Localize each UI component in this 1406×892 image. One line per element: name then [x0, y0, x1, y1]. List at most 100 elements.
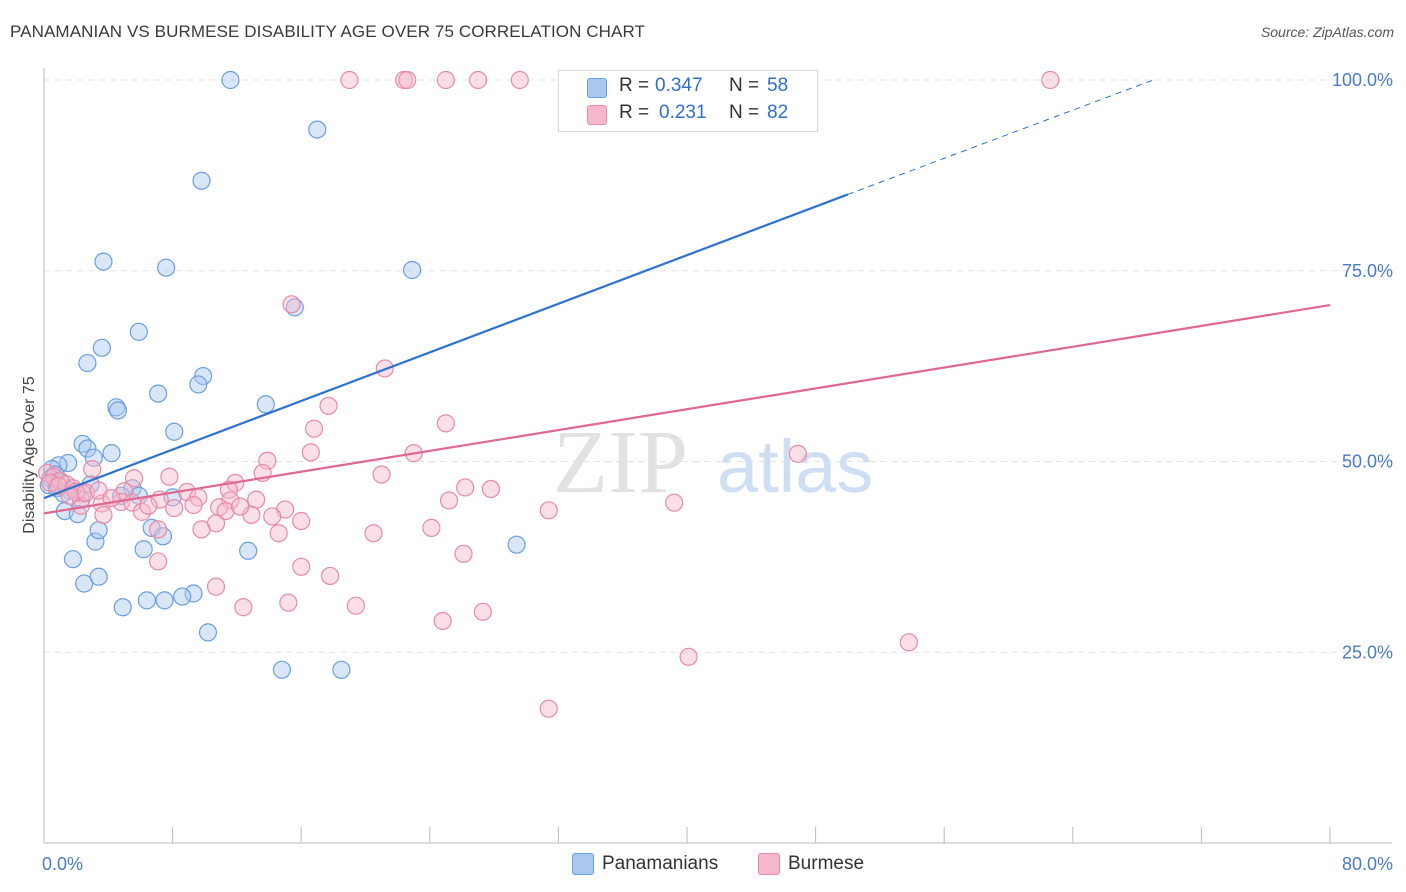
data-point — [108, 401, 128, 420]
data-point — [439, 491, 459, 510]
y-tick-label: 25.0% — [1342, 642, 1393, 662]
legend-n-value: 82 — [767, 102, 789, 123]
data-point — [456, 478, 475, 497]
source-label: Source: ZipAtlas.com — [1260, 24, 1394, 40]
data-point — [321, 566, 340, 586]
data-point — [155, 591, 174, 610]
data-point — [137, 591, 156, 610]
trend-line-panamanians-extension — [847, 79, 1154, 195]
data-point — [102, 444, 121, 463]
legend-label-burmese: Burmese — [788, 853, 865, 874]
data-point — [94, 252, 113, 271]
data-point — [481, 479, 500, 499]
tick-labels: 25.0% 50.0% 75.0% 100.0% 0.0% 80.0% — [42, 70, 1393, 874]
legend-item-panamanians[interactable]: Panamanians — [572, 852, 742, 876]
data-point — [332, 660, 351, 679]
legend-n-value: 58 — [767, 75, 789, 96]
data-point — [173, 587, 192, 606]
legend-item-burmese[interactable]: Burmese — [758, 852, 888, 876]
data-point — [198, 623, 218, 642]
data-point — [157, 258, 176, 277]
series-burmese-points — [38, 70, 1060, 718]
data-point — [301, 443, 320, 462]
data-point — [282, 295, 301, 314]
trend-line-burmese — [43, 303, 1331, 515]
data-point — [165, 498, 184, 518]
data-point — [94, 505, 113, 525]
legend-label-panamanians: Panamanians — [602, 853, 719, 874]
data-point — [78, 439, 97, 458]
legend-stats-row-burmese: R = 0.231 N = 82 — [559, 101, 817, 127]
data-point — [364, 524, 383, 543]
trend-line-panamanians — [43, 193, 849, 500]
data-point — [192, 171, 211, 190]
data-point — [269, 524, 288, 543]
watermark-zip: ZIP — [553, 413, 688, 512]
y-tick-label: 100.0% — [1332, 70, 1393, 90]
data-point — [473, 602, 492, 621]
data-point — [468, 70, 488, 90]
data-point — [292, 557, 311, 576]
data-point — [346, 596, 365, 615]
watermark-atlas: atlas — [717, 425, 873, 508]
data-point — [398, 70, 417, 90]
panamanians-swatch-icon — [587, 78, 607, 98]
data-point — [239, 541, 258, 560]
data-point — [899, 633, 918, 652]
data-point — [436, 414, 455, 433]
data-point — [149, 520, 168, 539]
data-point — [372, 465, 391, 484]
burmese-swatch-icon — [587, 105, 607, 125]
data-point — [63, 550, 83, 569]
data-point — [221, 491, 240, 510]
data-point — [234, 598, 253, 617]
data-point — [454, 544, 473, 563]
x-tick-label: 80.0% — [1342, 854, 1393, 874]
data-point — [184, 584, 203, 603]
data-point — [665, 493, 684, 512]
data-point — [788, 444, 808, 463]
data-point — [165, 422, 184, 441]
data-point — [422, 518, 441, 537]
y-tick-label: 75.0% — [1342, 261, 1393, 281]
x-tick-label: 0.0% — [42, 854, 83, 874]
data-point — [149, 552, 168, 571]
data-point — [89, 521, 108, 540]
data-point — [216, 501, 235, 521]
data-point — [319, 396, 338, 415]
data-point — [84, 448, 103, 467]
data-point — [436, 70, 455, 90]
y-axis-label: Disability Age Over 75 — [21, 376, 38, 534]
burmese-legend-icon — [758, 853, 780, 875]
data-point — [403, 260, 422, 280]
legend-r-label: R = — [619, 75, 650, 96]
data-point — [221, 70, 240, 90]
data-point — [231, 497, 250, 516]
data-point — [129, 322, 148, 341]
y-tick-label: 50.0% — [1342, 452, 1393, 472]
legend-r-value: 0.347 — [655, 75, 703, 96]
data-point — [107, 398, 126, 417]
data-point — [539, 699, 558, 718]
data-point — [189, 375, 208, 394]
data-point — [75, 574, 94, 593]
data-point — [192, 520, 211, 539]
data-point — [679, 647, 698, 666]
data-point — [279, 593, 298, 612]
legend-n-label: N = — [729, 75, 760, 96]
series-panamanians-points — [39, 70, 754, 679]
legend-r-value: 0.231 — [659, 102, 707, 123]
data-point — [160, 467, 179, 486]
data-point — [134, 540, 153, 559]
data-point — [433, 611, 452, 631]
data-point — [510, 70, 529, 90]
data-point — [340, 70, 359, 90]
data-point — [149, 384, 168, 403]
trend-lines — [43, 79, 1331, 515]
data-point — [139, 496, 158, 515]
grid-lines — [44, 79, 1392, 653]
legend-n-label: N = — [729, 102, 760, 123]
panamanians-legend-icon — [572, 853, 594, 875]
chart-title: PANAMANIAN VS BURMESE DISABILITY AGE OVE… — [10, 22, 646, 41]
data-point — [247, 490, 266, 509]
